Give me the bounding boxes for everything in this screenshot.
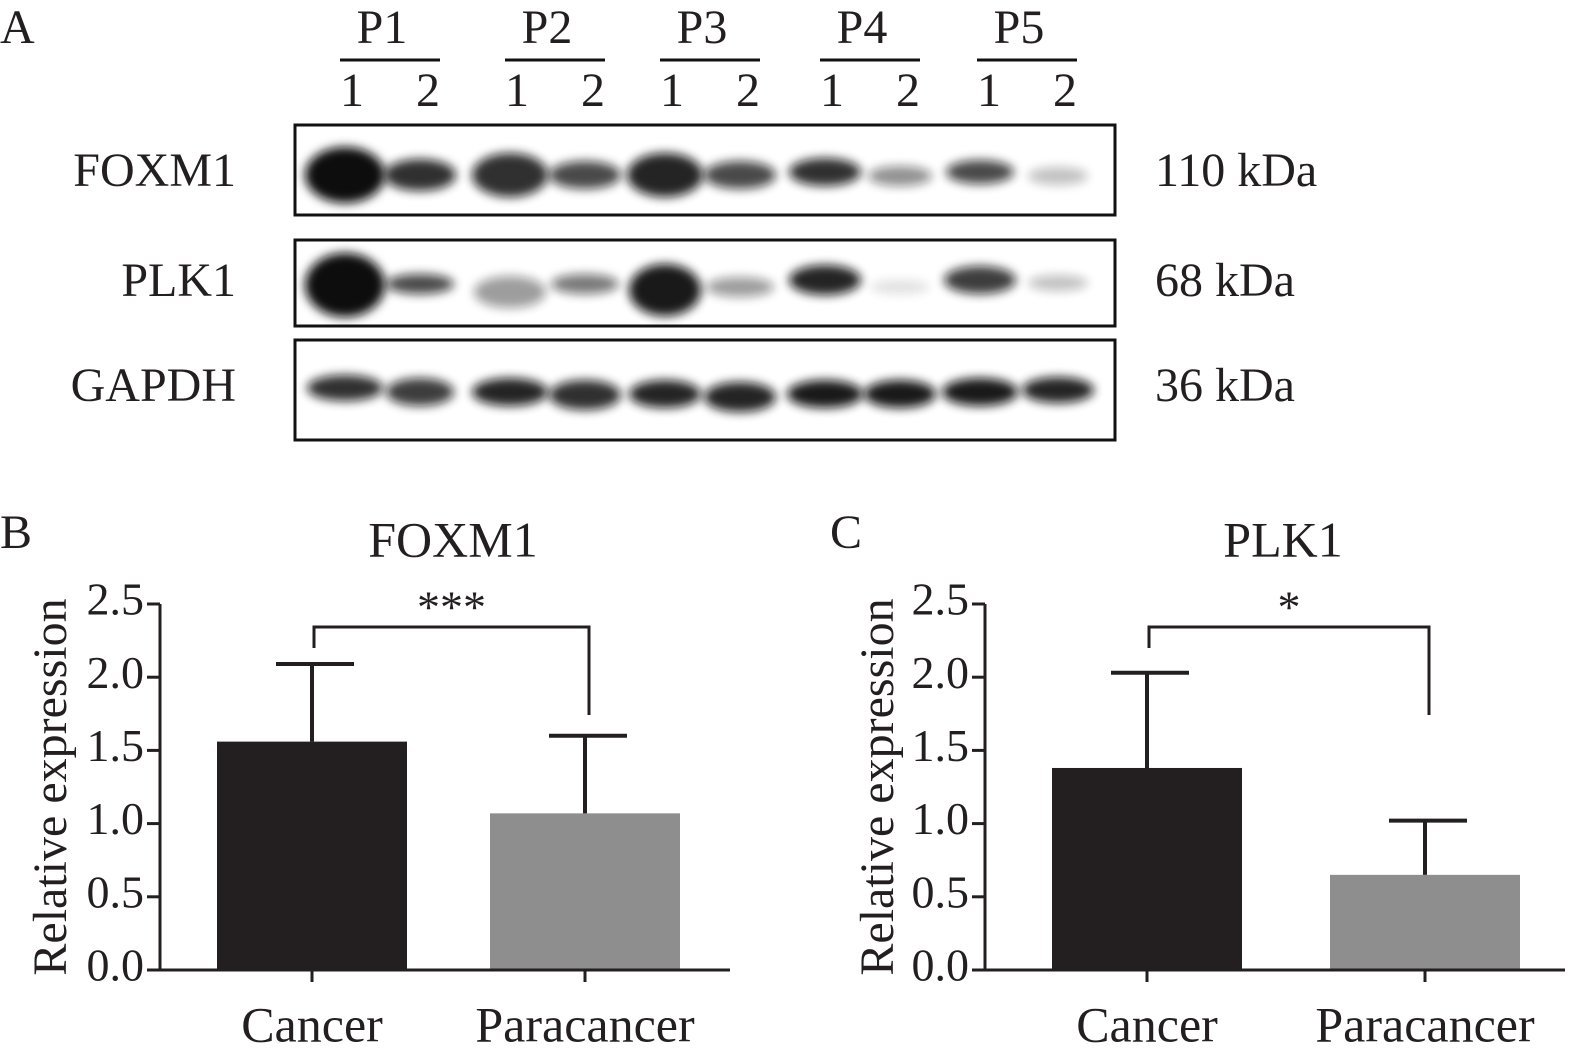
plk1-bands [305, 253, 1088, 317]
lane-label: 2 [1053, 64, 1077, 117]
gapdh-bands [307, 375, 1094, 412]
y-tick-label: 0.0 [912, 940, 970, 991]
y-tick-label: 1.5 [912, 720, 970, 771]
patient-label: P2 [522, 1, 573, 54]
x-tick-label: Cancer [241, 996, 383, 1052]
panel-label: A [0, 1, 35, 54]
x-tick-label: Paracancer [475, 996, 695, 1052]
band [472, 378, 548, 406]
band [474, 276, 546, 308]
patient-label: P4 [837, 1, 888, 54]
y-axis-title: Relative expression [24, 598, 77, 975]
y-tick-label: 1.5 [87, 720, 145, 771]
lane-label: 2 [736, 64, 760, 117]
band [386, 378, 454, 406]
y-tick-label: 0.5 [912, 866, 970, 917]
band [868, 166, 932, 186]
blot-rows [293, 123, 1117, 442]
lane-label: 2 [581, 64, 605, 117]
band [549, 380, 621, 410]
band [629, 264, 701, 316]
y-axis-title: Relative expression [851, 598, 904, 975]
size-label: 36 kDa [1155, 359, 1295, 412]
band [942, 378, 1018, 406]
chart-title: PLK1 [1223, 511, 1342, 567]
x-tick-label: Paracancer [1315, 996, 1535, 1052]
panel-label: C [830, 506, 862, 559]
lane-label: 1 [340, 64, 364, 117]
band [946, 160, 1014, 184]
protein-label: GAPDH [71, 359, 236, 412]
patient-label: P3 [677, 1, 728, 54]
significance-label: * [1278, 582, 1301, 633]
x-tick-label: Cancer [1076, 996, 1218, 1052]
lane-label: 1 [820, 64, 844, 117]
bar [217, 741, 407, 970]
band [551, 274, 619, 294]
lane-label: 2 [896, 64, 920, 117]
y-tick-label: 0.5 [87, 866, 145, 917]
bar [490, 813, 680, 970]
y-tick-label: 1.0 [87, 793, 145, 844]
chart-title: FOXM1 [368, 511, 537, 567]
band [870, 280, 930, 294]
band [789, 158, 861, 186]
y-tick-label: 2.0 [87, 647, 145, 698]
foxm1-bands [305, 147, 1088, 203]
band [1028, 275, 1088, 291]
significance-bracket [312, 625, 591, 715]
significance-bracket [1147, 625, 1431, 715]
protein-label: PLK1 [121, 254, 236, 307]
patient-label: P5 [994, 1, 1045, 54]
bar [1330, 874, 1520, 970]
y-tick-label: 2.5 [912, 574, 970, 625]
band [386, 274, 454, 294]
band [1028, 167, 1088, 185]
band [307, 375, 383, 401]
size-label: 68 kDa [1155, 254, 1295, 307]
band [944, 266, 1016, 294]
band [627, 153, 703, 197]
band [472, 153, 548, 197]
band [305, 253, 385, 317]
band [305, 147, 385, 203]
band [384, 159, 456, 191]
y-tick-label: 1.0 [912, 793, 970, 844]
band [706, 277, 774, 297]
band [864, 380, 936, 408]
band [704, 382, 776, 412]
lane-label: 1 [977, 64, 1001, 117]
band [787, 380, 863, 408]
band [704, 161, 776, 189]
bar [1052, 767, 1242, 970]
y-tick-label: 0.0 [87, 940, 145, 991]
size-label: 110 kDa [1155, 144, 1317, 197]
lane-label: 1 [505, 64, 529, 117]
panel-label: B [0, 506, 32, 559]
band [629, 380, 701, 408]
band [1022, 377, 1094, 403]
lane-label: 2 [416, 64, 440, 117]
patient-label: P1 [357, 1, 408, 54]
protein-label: FOXM1 [73, 144, 236, 197]
lane-label: 1 [660, 64, 684, 117]
band [789, 265, 861, 295]
band [549, 161, 621, 189]
y-tick-label: 2.0 [912, 647, 970, 698]
y-tick-label: 2.5 [87, 574, 145, 625]
significance-label: *** [417, 582, 486, 633]
